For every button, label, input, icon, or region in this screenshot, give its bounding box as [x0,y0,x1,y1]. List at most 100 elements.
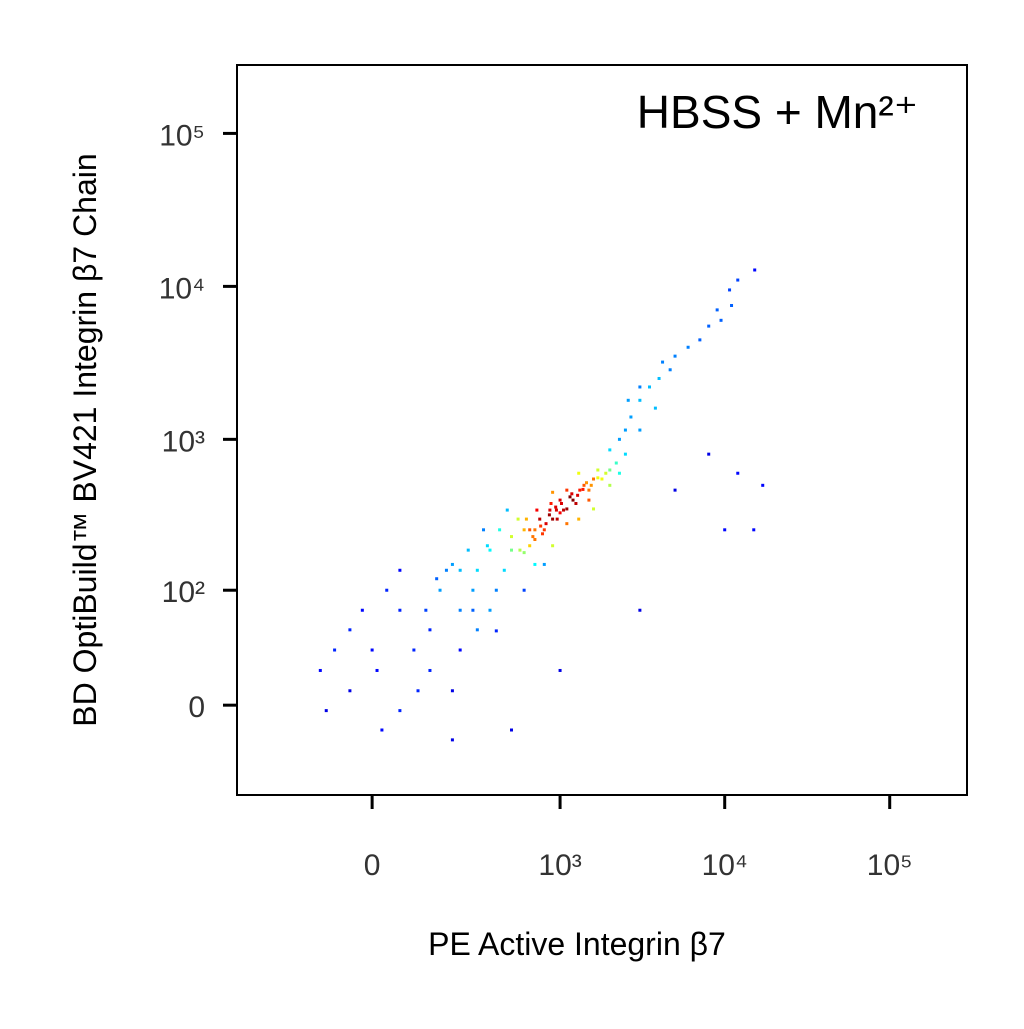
data-point [444,568,448,572]
data-point [516,517,520,521]
data-point [730,303,734,307]
data-point [458,608,462,612]
data-point [494,629,498,633]
data-point [485,544,489,548]
data-point [518,548,522,552]
data-point [571,498,575,502]
y-tick-label: 10² [162,576,205,609]
data-point [450,689,454,693]
data-point [510,728,513,732]
data-point [723,528,727,532]
data-point [549,501,553,505]
data-point [438,588,442,592]
data-point [554,508,558,512]
data-point [380,728,384,732]
data-point [551,490,555,494]
data-point [435,577,439,581]
data-point [638,608,642,612]
data-point [558,511,562,515]
data-point [385,588,389,592]
y-tick-label: 10³ [162,425,205,458]
data-point [522,551,526,555]
data-point [475,568,479,572]
data-point [565,507,569,511]
data-point [510,548,513,552]
data-point [574,501,578,505]
data-point [653,406,657,410]
data-point [570,492,574,496]
data-point [668,368,672,372]
data-point [554,505,558,509]
data-point [416,689,420,693]
x-tick-label: 10⁴ [702,849,748,882]
data-point [577,517,581,521]
data-point [412,648,416,652]
data-point [617,471,621,475]
data-point [324,709,328,713]
data-point [617,437,621,441]
data-point [375,668,379,672]
data-point [551,544,555,548]
data-point [686,345,690,349]
data-point [587,488,591,492]
data-point [547,513,551,517]
data-point [533,538,537,542]
data-point [589,483,593,487]
data-point [559,501,563,505]
data-point [541,532,545,536]
data-point [475,628,479,632]
data-point [531,535,535,539]
points [318,268,765,742]
data-point [592,507,596,511]
y-tick-label: 10⁵ [159,119,205,152]
data-point [614,461,618,465]
data-point [498,528,502,532]
data-point [600,477,604,481]
data-point [608,483,612,487]
data-point [585,481,589,485]
data-point [719,318,723,322]
data-point [528,544,532,548]
data-point [544,522,548,526]
data-point [398,709,402,713]
chart-title: HBSS + Mn²⁺ [637,86,918,138]
x-tick-label: 10³ [538,849,581,882]
data-point [548,508,552,512]
data-point [581,487,585,491]
x-tick-label: 0 [364,849,381,882]
data-point [542,528,546,532]
plot-frame [236,64,968,796]
data-point [698,338,702,342]
data-point [707,324,711,328]
data-point [626,398,630,402]
data-point [538,517,542,521]
y-tick-label: 0 [188,691,205,724]
data-point [398,568,402,572]
y-tick-label: 10⁴ [159,272,205,305]
data-point [596,468,600,472]
data-point [466,548,470,552]
data-point [565,488,569,492]
data-point [582,483,586,487]
data-point [715,308,719,312]
x-tick-label: 10⁵ [867,849,913,882]
data-point [450,738,454,742]
data-point [753,268,757,272]
data-point [558,668,562,672]
data-point [648,385,652,389]
data-point [728,288,732,292]
data-point [638,428,642,432]
data-point [318,668,322,672]
data-point [761,483,765,487]
data-point [494,588,498,592]
data-point [533,528,537,532]
data-point [458,568,462,572]
data-point [533,562,537,566]
data-point [551,517,555,521]
data-point [539,524,543,528]
data-point [428,628,432,632]
data-point [562,508,566,512]
data-point [502,568,506,572]
data-point [510,535,513,539]
